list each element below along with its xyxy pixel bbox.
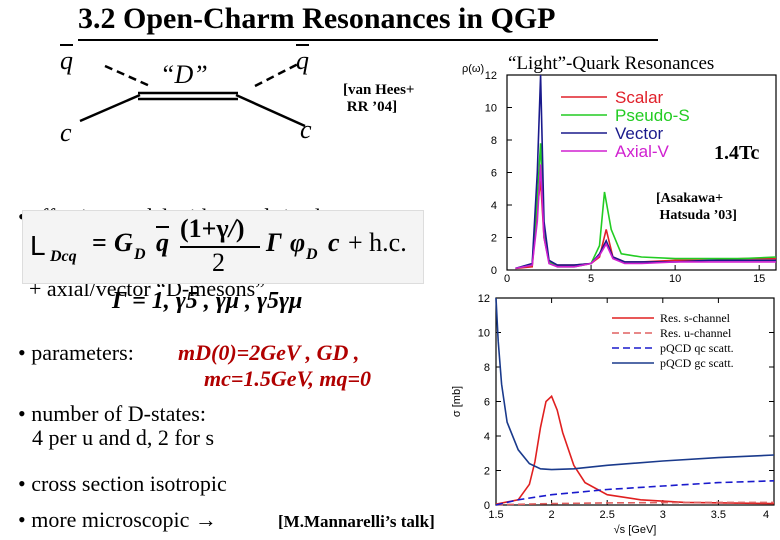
- legend-label-vector: Vector: [615, 124, 664, 143]
- x-tick-label: 15: [753, 273, 765, 285]
- charm-field: c: [328, 228, 340, 257]
- y-axis-label: ρ(ω): [462, 63, 484, 75]
- numerator-text: (1+γ: [180, 214, 229, 243]
- x-tick-label: 4: [763, 509, 769, 521]
- plot-frame: [495, 297, 775, 506]
- equals-sign: =: [92, 228, 107, 257]
- x-tick-label: 0: [504, 273, 510, 285]
- phi-field: φ: [290, 228, 306, 257]
- charm-quark-left: c: [60, 118, 72, 147]
- legend-label-res-u-channel: Res. u-channel: [660, 326, 732, 340]
- numerator-slash: /: [228, 214, 236, 243]
- temperature-label: 1.4Tc: [714, 142, 760, 164]
- y-tick-label: 12: [478, 293, 490, 305]
- anti-quark-left: q: [60, 46, 73, 75]
- gamma-structures: Γ = 1, γ5 , γμ , γ5γμ: [112, 288, 303, 314]
- series-line-pqcd-gc-scatt: [495, 297, 775, 471]
- dashed-line-left: [104, 64, 151, 88]
- y-axis-label: σ [mb]: [451, 386, 463, 417]
- series-line-pseudo-s: [515, 143, 777, 270]
- reference-line: [van Hees+: [343, 82, 415, 98]
- legend-label-pseudo-s: Pseudo-S: [615, 106, 690, 125]
- legend-label-res-s-channel: Res. s-channel: [660, 311, 731, 325]
- fermion-line-left: [79, 93, 141, 123]
- numerator-close: ): [235, 214, 245, 243]
- reference-van-hees: [van Hees+ RR ’04]: [343, 82, 414, 116]
- reference-line: Hatsuda ’03]: [656, 208, 737, 223]
- lagrangian-subscript: Dcq: [50, 248, 77, 265]
- y-tick-label: 12: [485, 70, 497, 82]
- reference-line: [Asakawa+: [656, 191, 724, 206]
- bullet-line: 4 per u and d, 2 for s: [32, 425, 215, 450]
- bullet-number-of-states: • number of D-states: 4 per u and d, 2 f…: [18, 402, 214, 450]
- bullet-line: • number of D-states:: [18, 401, 206, 426]
- fraction-denominator: 2: [212, 248, 225, 277]
- charm-quark-right: c: [300, 115, 312, 144]
- anti-quark-right: q: [296, 46, 309, 75]
- legend-label-scalar: Scalar: [615, 88, 664, 107]
- y-tick-label: 6: [484, 397, 490, 409]
- legend-label-pqcd-qc-scatt: pQCD qc scatt.: [660, 341, 734, 355]
- mannarelli-reference: [M.Mannarelli’s talk]: [278, 512, 435, 531]
- anti-quark-field: q: [156, 228, 169, 257]
- dashed-line-right: [254, 62, 299, 88]
- lagrangian-symbol: L: [30, 230, 46, 261]
- bullet-microscopic: • more microscopic →: [18, 507, 217, 532]
- fraction-bar: [180, 246, 260, 248]
- y-tick-label: 4: [484, 431, 490, 443]
- x-tick-label: 1.5: [488, 509, 503, 521]
- title-underline: [78, 39, 658, 41]
- y-tick-label: 0: [491, 265, 497, 277]
- y-tick-label: 10: [485, 103, 497, 115]
- x-tick-label: 5: [588, 273, 594, 285]
- coupling-subscript: D: [134, 246, 146, 263]
- series-line-axial-v: [515, 164, 776, 270]
- x-tick-label: 2.5: [600, 509, 615, 521]
- y-tick-label: 2: [484, 466, 490, 478]
- meson-label: “D”: [160, 60, 208, 89]
- bullet-isotropic: • cross section isotropic: [18, 471, 227, 496]
- phi-subscript: D: [306, 246, 318, 263]
- y-tick-label: 2: [491, 233, 497, 245]
- y-tick-label: 10: [478, 328, 490, 340]
- fermion-line-right: [235, 93, 306, 128]
- spectral-function-chart: ρ(ω) 0 2 4 6 8 10 12 0 5 10 15 ScalarPseudo-SVectorA…: [462, 63, 777, 285]
- y-tick-label: 0: [484, 500, 490, 512]
- series-line-res-u-channel: [495, 501, 774, 506]
- cross-section-chart: 0 2 4 6 8 10 12 1.5 2 2.5 3 3.5 4 √s [GeV] σ [mb] Res. …: [451, 293, 775, 536]
- fraction-numerator: (1+γ/): [180, 214, 245, 244]
- light-quark-header: “Light”-Quark Resonances: [508, 53, 715, 74]
- x-tick-label: 3: [660, 509, 666, 521]
- gamma-matrix: Γ: [266, 228, 282, 257]
- parameter-md: mD(0)=2GeV , GD ,: [178, 340, 360, 365]
- legend-label-pqcd-gc-scatt: pQCD gc scatt.: [660, 356, 734, 370]
- x-tick-label: 10: [669, 273, 681, 285]
- y-tick-label: 8: [491, 135, 497, 147]
- series-line-pqcd-qc-scatt: [495, 480, 775, 506]
- coupling-g: G: [114, 228, 133, 257]
- plot-frame: [506, 74, 777, 271]
- parameter-mc: mc=1.5GeV, mq=0: [204, 366, 372, 391]
- legend-label-axial-v: Axial-V: [615, 142, 670, 161]
- series-line-res-s-channel: [495, 394, 775, 505]
- x-tick-label: 3.5: [711, 509, 726, 521]
- y-tick-label: 4: [491, 200, 497, 212]
- lagrangian: L Dcq = G D q (1+γ/) 2 Γ φ D c + h.c.: [30, 214, 420, 278]
- slide-title: 3.2 Open-Charm Resonances in QGP: [78, 2, 556, 35]
- hermitian-conjugate: + h.c.: [348, 228, 407, 257]
- y-tick-label: 8: [484, 362, 490, 374]
- y-tick-label: 6: [491, 168, 497, 180]
- feynman-diagram: [79, 62, 306, 128]
- x-tick-label: 2: [549, 509, 555, 521]
- reference-asakawa: [Asakawa+ Hatsuda ’03]: [656, 190, 737, 224]
- bullet-parameters-label: • parameters:: [18, 340, 134, 365]
- x-axis-label: √s [GeV]: [614, 524, 657, 536]
- reference-line: RR ’04]: [343, 99, 398, 115]
